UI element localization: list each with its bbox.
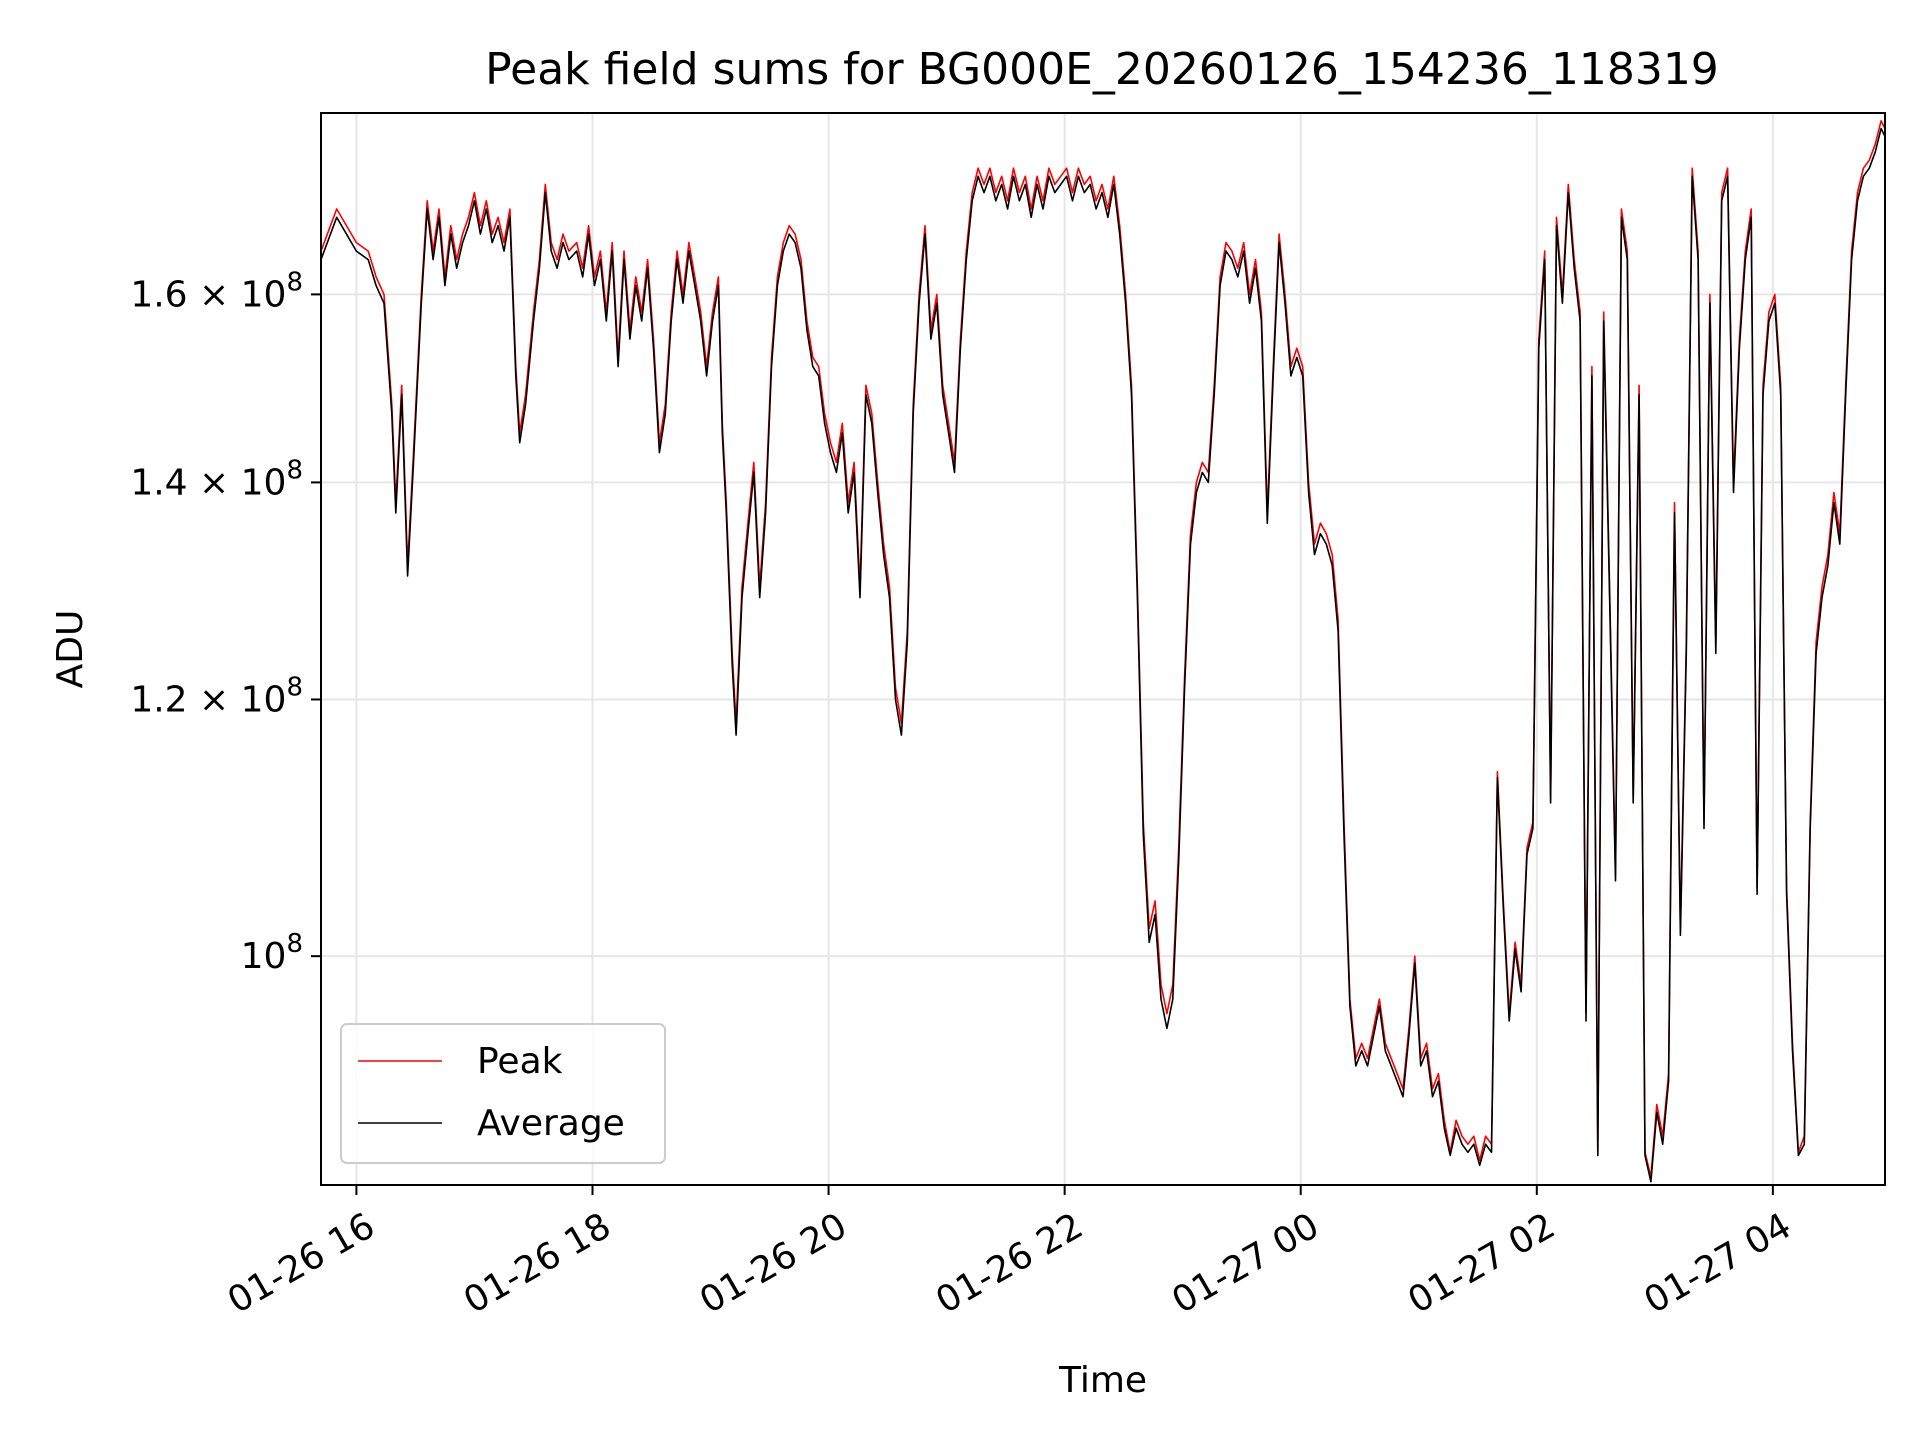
y-tick-label: 1.6 × 108 bbox=[130, 267, 303, 315]
legend: Peak Average bbox=[340, 1023, 666, 1164]
series-layer bbox=[320, 120, 1886, 1183]
y-tick-label: 108 bbox=[241, 929, 303, 977]
legend-box bbox=[340, 1023, 666, 1164]
plot-frame bbox=[320, 112, 1886, 1186]
chart-title: Peak field sums for BG000E_20260126_1542… bbox=[485, 44, 1719, 95]
legend-label-average: Average bbox=[477, 1103, 625, 1144]
y-axis: 108 1.2 × 108 1.4 × 108 1.6 × 108 bbox=[130, 267, 321, 977]
y-axis-label: ADU bbox=[50, 610, 91, 689]
series-line-average bbox=[320, 127, 1886, 1183]
y-tick-label: 1.2 × 108 bbox=[130, 672, 303, 720]
grid bbox=[321, 113, 1885, 1185]
x-axis-label: Time bbox=[1058, 1360, 1147, 1401]
y-tick-label: 1.4 × 108 bbox=[130, 455, 303, 503]
legend-label-peak: Peak bbox=[477, 1041, 563, 1082]
